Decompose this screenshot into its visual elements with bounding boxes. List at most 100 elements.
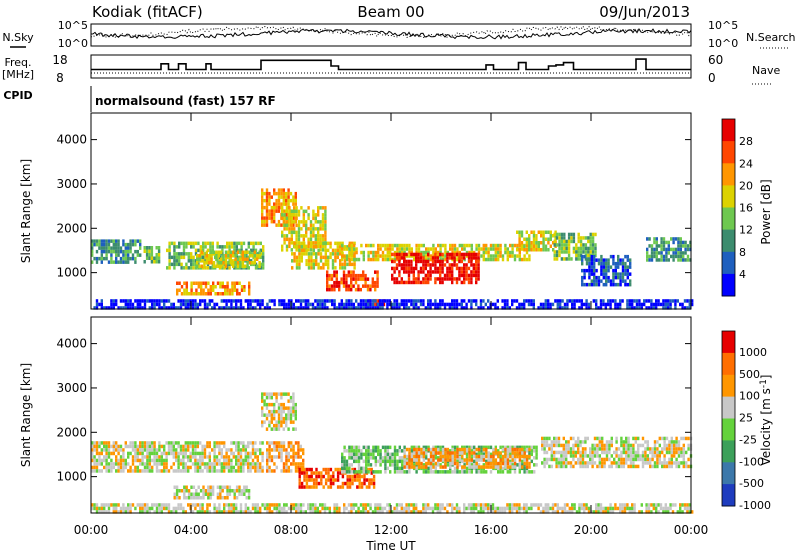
power-cell — [131, 253, 135, 257]
velocity-cell — [136, 469, 139, 473]
velocity-cell — [603, 464, 606, 469]
velocity-cell — [682, 450, 685, 455]
velocity-cell — [415, 458, 418, 462]
velocity-cell — [201, 469, 204, 473]
velocity-cell — [482, 458, 486, 462]
power-cell — [304, 299, 307, 303]
velocity-cell — [441, 447, 445, 452]
velocity-cell — [100, 503, 103, 507]
velocity-cell — [617, 464, 621, 469]
power-cell — [405, 280, 408, 285]
velocity-cell — [91, 444, 94, 449]
velocity-cell — [533, 470, 536, 474]
power-cell — [219, 285, 222, 289]
velocity-cell — [446, 447, 450, 452]
velocity-cell — [434, 456, 437, 460]
velocity-cell — [129, 441, 132, 445]
velocity-cell — [453, 451, 457, 455]
power-cell — [407, 277, 411, 281]
power-cell — [547, 237, 550, 241]
velocity-cell — [348, 449, 351, 453]
power-cell — [612, 272, 615, 276]
velocity-cell — [665, 436, 669, 441]
power-cell — [629, 261, 632, 266]
velocity-cell — [170, 444, 173, 449]
power-cell — [215, 264, 218, 268]
power-cell — [419, 266, 423, 271]
power-cell — [374, 306, 377, 310]
power-cell — [321, 302, 324, 307]
power-cell — [376, 280, 379, 285]
power-cell — [617, 261, 620, 266]
velocity-cell — [562, 454, 565, 458]
velocity-cell — [675, 464, 678, 469]
velocity-cell — [489, 445, 493, 450]
velocity-cell — [646, 440, 649, 444]
velocity-cell — [112, 462, 115, 466]
power-cell — [591, 239, 595, 244]
velocity-cell — [300, 485, 304, 489]
power-cell — [583, 302, 586, 307]
power-cell — [235, 245, 238, 249]
velocity-cell — [153, 458, 156, 463]
power-cell — [544, 306, 547, 310]
velocity-cell — [270, 413, 273, 417]
power-cell — [518, 250, 521, 255]
velocity-cell — [124, 462, 127, 466]
power-cell — [220, 299, 223, 303]
velocity-cell — [372, 449, 375, 453]
power-cell — [650, 251, 654, 255]
power-cell — [155, 302, 159, 307]
velocity-cell — [579, 440, 582, 444]
power-cell — [324, 227, 327, 231]
velocity-cell — [173, 485, 176, 489]
velocity-cell — [504, 451, 507, 455]
velocity-cell — [256, 510, 259, 514]
power-cell — [298, 245, 301, 249]
velocity-cell — [403, 510, 406, 514]
power-cell — [542, 237, 545, 241]
power-cell — [252, 252, 255, 256]
power-cell — [265, 223, 269, 227]
velocity-cell — [572, 436, 575, 441]
power-cell — [275, 205, 278, 210]
power-cell — [155, 260, 158, 264]
power-cell — [273, 299, 276, 303]
velocity-cell — [372, 452, 375, 457]
power-cell — [341, 262, 344, 267]
velocity-cell — [107, 503, 111, 507]
velocity-cell — [351, 467, 354, 472]
velocity-cell — [285, 392, 288, 396]
velocity-cell — [220, 462, 223, 466]
power-cell — [157, 256, 161, 260]
power-cell — [448, 306, 451, 310]
velocity-cell — [656, 454, 659, 458]
velocity-cell — [292, 420, 295, 424]
power-cell — [494, 257, 497, 262]
velocity-cell — [117, 451, 120, 456]
velocity-cell — [598, 436, 601, 441]
velocity-cell — [206, 506, 209, 511]
sky-right-tick-top: 10^5 — [708, 19, 738, 32]
velocity-cell — [356, 485, 359, 489]
velocity-cell — [107, 465, 111, 470]
power-cell — [456, 247, 459, 251]
power-cell — [216, 292, 220, 296]
power-cell — [98, 242, 101, 247]
power-cell — [405, 299, 408, 303]
velocity-cell — [427, 506, 430, 511]
power-cell — [555, 243, 559, 247]
power-cell — [669, 306, 672, 310]
velocity-cell — [408, 458, 411, 462]
power-cell — [609, 282, 613, 287]
power-cell — [470, 252, 473, 257]
power-cell — [129, 249, 132, 254]
power-cell — [635, 302, 639, 307]
power-cell — [530, 241, 533, 245]
power-cell — [253, 250, 256, 254]
velocity-cell — [179, 469, 183, 473]
velocity-cell — [170, 451, 173, 456]
power-cell — [371, 299, 375, 303]
power-cell — [265, 209, 269, 213]
power-cell — [265, 216, 269, 220]
